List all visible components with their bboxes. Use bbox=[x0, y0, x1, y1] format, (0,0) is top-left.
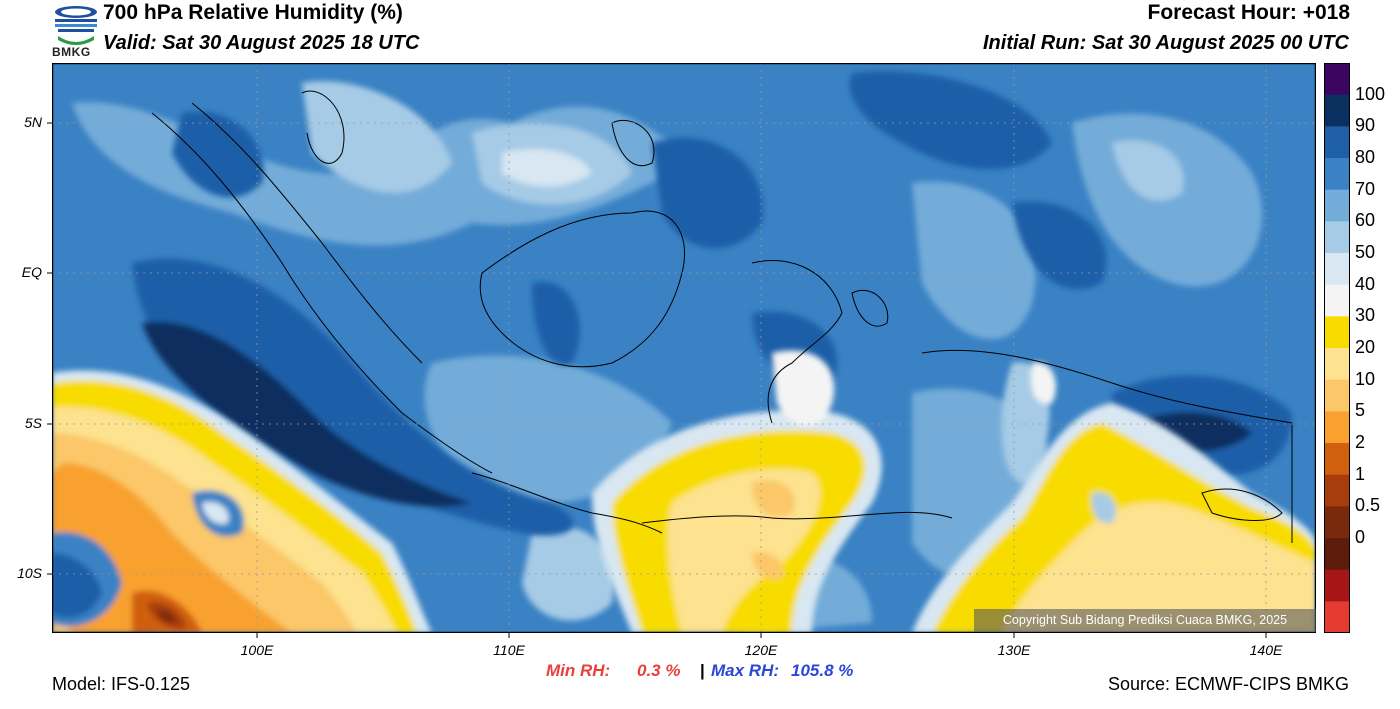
colorbar-swatch bbox=[1324, 284, 1350, 317]
colorbar-label: 10 bbox=[1355, 368, 1376, 389]
colorbar-label: 30 bbox=[1355, 305, 1376, 326]
lat-label-5s: 5S bbox=[24, 415, 42, 431]
bmkg-logo-icon bbox=[52, 2, 100, 60]
source-label: Source: ECMWF-CIPS BMKG bbox=[1107, 674, 1349, 694]
min-rh-label: Min RH: bbox=[546, 661, 611, 680]
coastlines bbox=[151, 90, 1293, 543]
colorbar bbox=[1324, 63, 1350, 638]
colorbar-swatch bbox=[1324, 379, 1350, 412]
colorbar-label: 70 bbox=[1355, 178, 1376, 199]
max-rh-label: Max RH: bbox=[711, 661, 780, 680]
colorbar-swatch bbox=[1324, 506, 1350, 539]
colorbar-label: 60 bbox=[1355, 210, 1376, 231]
valid-time: Valid: Sat 30 August 2025 18 UTC bbox=[103, 32, 420, 54]
lon-label-100e: 100E bbox=[240, 642, 274, 658]
colorbar-swatch bbox=[1324, 411, 1350, 444]
colorbar-label: 1 bbox=[1355, 463, 1366, 484]
colorbar-label: 40 bbox=[1355, 273, 1376, 294]
max-rh-value: 105.8 % bbox=[791, 661, 854, 680]
colorbar-label: 0.5 bbox=[1355, 495, 1381, 516]
colorbar-swatch bbox=[1324, 189, 1350, 222]
colorbar-swatch bbox=[1324, 348, 1350, 381]
min-rh-value: 0.3 % bbox=[637, 661, 681, 680]
colorbar-label: 5 bbox=[1355, 400, 1366, 421]
colorbar-swatch bbox=[1324, 316, 1350, 349]
colorbar-swatch bbox=[1324, 569, 1350, 602]
colorbar-label: 80 bbox=[1355, 147, 1376, 167]
lon-label-120e: 120E bbox=[744, 642, 778, 658]
colorbar-swatch bbox=[1324, 443, 1350, 476]
page-title: 700 hPa Relative Humidity (%) bbox=[103, 1, 403, 24]
lon-label-110e: 110E bbox=[493, 642, 525, 658]
lon-label-130e: 130E bbox=[997, 642, 1031, 658]
colorbar-label: 0 bbox=[1355, 527, 1366, 547]
colorbar-swatch bbox=[1324, 474, 1350, 507]
colorbar-swatch bbox=[1324, 221, 1350, 254]
lon-label-140e: 140E bbox=[1249, 642, 1283, 658]
lat-label-eq: EQ bbox=[21, 264, 42, 280]
humidity-map bbox=[51, 62, 1317, 638]
colorbar-swatch bbox=[1324, 158, 1350, 191]
lat-label-5n: 5N bbox=[24, 114, 42, 130]
colorbar-label: 100 bbox=[1355, 83, 1386, 104]
colorbar-swatch bbox=[1324, 538, 1350, 571]
colorbar-swatch bbox=[1324, 94, 1350, 127]
forecast-hour: Forecast Hour: +018 bbox=[1147, 1, 1351, 24]
colorbar-swatch bbox=[1324, 253, 1350, 286]
axis-ticks bbox=[47, 122, 1267, 638]
colorbar-label: 50 bbox=[1355, 242, 1376, 262]
initial-run: Initial Run: Sat 30 August 2025 00 UTC bbox=[982, 32, 1349, 54]
logo-text: BMKG bbox=[52, 45, 91, 59]
colorbar-swatch bbox=[1324, 63, 1350, 96]
colorbar-swatch bbox=[1324, 601, 1350, 634]
copyright-note: Copyright Sub Bidang Prediksi Cuaca BMKG… bbox=[974, 609, 1316, 632]
lat-label-10s: 10S bbox=[17, 565, 42, 581]
model-label: Model: IFS-0.125 bbox=[52, 674, 191, 694]
gridlines bbox=[52, 63, 1316, 633]
colorbar-label: 2 bbox=[1355, 432, 1366, 452]
colorbar-label: 90 bbox=[1355, 115, 1376, 136]
colorbar-label: 20 bbox=[1355, 337, 1376, 357]
stats-separator: | bbox=[700, 661, 705, 680]
colorbar-swatch bbox=[1324, 126, 1350, 159]
